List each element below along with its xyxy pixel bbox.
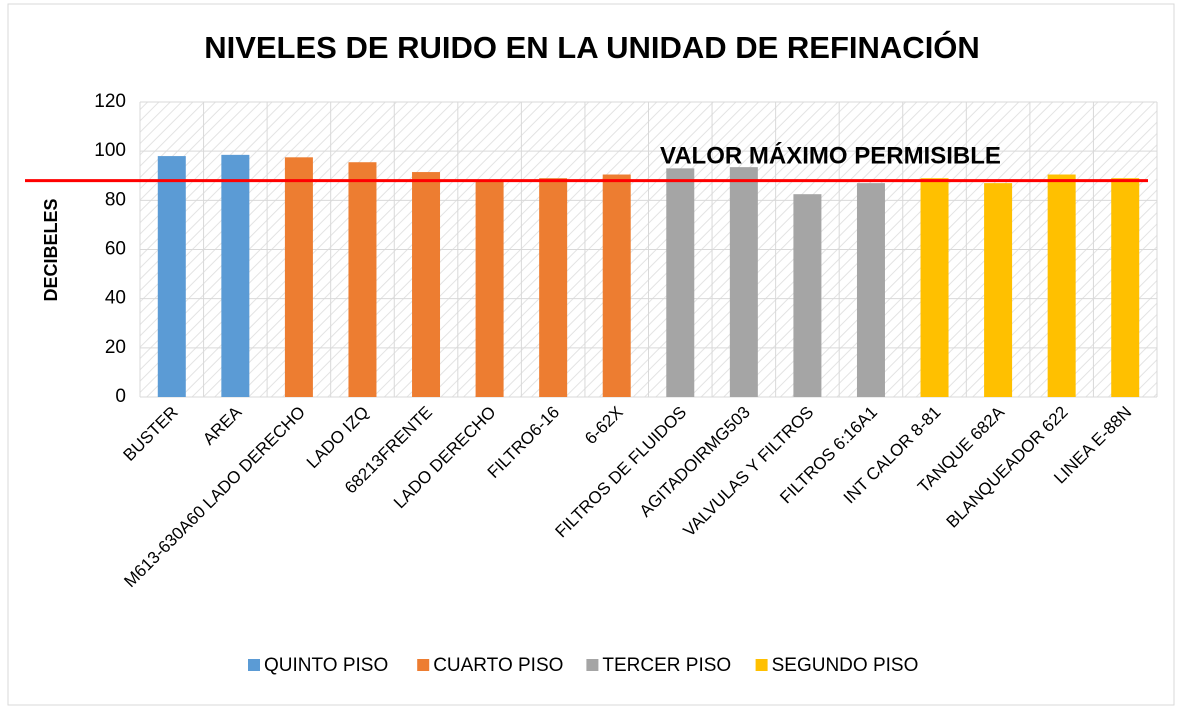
bar xyxy=(157,156,186,397)
y-axis-label: DECIBELES xyxy=(41,198,61,301)
bar xyxy=(856,183,885,397)
bar xyxy=(602,174,631,397)
x-tick-label: LADO IZQ xyxy=(303,403,373,473)
legend-swatch xyxy=(755,659,768,671)
legend-label: CUARTO PISO xyxy=(433,655,563,676)
bar xyxy=(1111,178,1140,397)
x-tick-label: VALVULAS Y FILTROS xyxy=(679,403,817,541)
legend-swatch xyxy=(248,659,260,671)
x-tick-label: BLANQUEADOR 622 xyxy=(943,403,1072,532)
x-tick-label: AGITADOIRMG503 xyxy=(636,403,754,521)
bar xyxy=(666,168,695,397)
x-tick-label: FILTROS DE FLUIDOS xyxy=(551,403,690,542)
bar xyxy=(348,162,377,397)
legend-label: QUINTO PISO xyxy=(264,655,388,676)
legend-label: SEGUNDO PISO xyxy=(772,655,919,676)
bar xyxy=(475,181,504,397)
legend-swatch xyxy=(586,659,599,671)
chart-title: NIVELES DE RUIDO EN LA UNIDAD DE REFINAC… xyxy=(204,29,980,65)
y-tick-label: 80 xyxy=(105,189,126,210)
bar xyxy=(920,178,949,397)
bar xyxy=(793,194,822,397)
bar xyxy=(1047,174,1076,397)
bar xyxy=(412,172,441,397)
legend-swatch xyxy=(417,659,430,671)
chart-border xyxy=(7,3,1175,706)
y-tick-label: 100 xyxy=(94,140,126,161)
x-tick-label: AREA xyxy=(199,402,246,449)
x-tick-label: BUSTER xyxy=(120,403,182,465)
y-tick-label: 60 xyxy=(105,239,126,260)
y-tick-label: 0 xyxy=(115,386,126,407)
bar xyxy=(221,154,250,397)
y-tick-label: 120 xyxy=(94,91,126,112)
bar xyxy=(984,183,1013,397)
y-tick-label: 20 xyxy=(105,337,126,358)
bar xyxy=(539,178,568,397)
bar xyxy=(284,157,313,397)
y-tick-label: 40 xyxy=(105,288,126,309)
annotation: VALOR MÁXIMO PERMISIBLE xyxy=(660,141,1001,169)
legend-label: TERCER PISO xyxy=(602,655,731,676)
bar xyxy=(729,167,758,397)
x-tick-label: 6-62X xyxy=(581,403,627,449)
